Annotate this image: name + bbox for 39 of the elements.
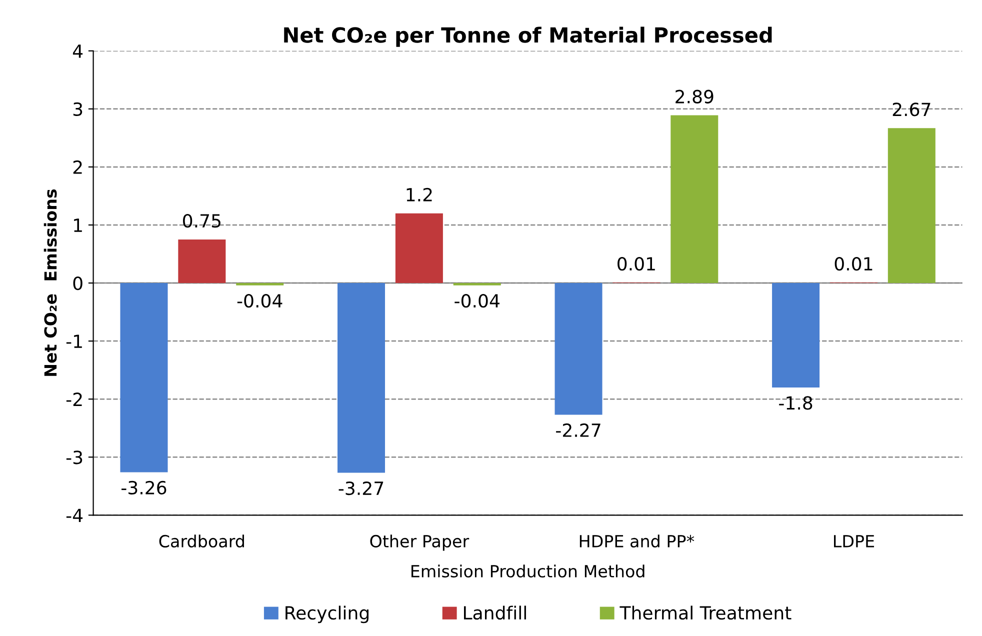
data-label: -1.8 — [779, 396, 812, 410]
data-label: 0.01 — [618, 256, 655, 271]
y-tick-label: 0 — [73, 276, 82, 290]
data-label: 0.75 — [183, 214, 220, 228]
data-label: 1.2 — [406, 188, 432, 202]
y-tick-label: 2 — [73, 160, 82, 174]
data-label: -0.04 — [454, 294, 500, 308]
bar — [338, 283, 386, 473]
data-label: -0.04 — [237, 294, 282, 308]
data-label: 2.67 — [892, 102, 930, 116]
bar — [120, 283, 168, 472]
data-label: -2.27 — [556, 423, 600, 437]
data-label: -3.27 — [338, 481, 384, 496]
bar — [178, 239, 226, 284]
legend-label: Landfill — [464, 606, 526, 620]
data-label: -3.26 — [122, 480, 166, 495]
x-tick-label: Other Paper — [370, 534, 470, 551]
legend-label: Thermal Treatment — [620, 606, 792, 620]
x-tick-label: LDPE — [834, 535, 874, 548]
bar — [888, 128, 936, 284]
data-label: 2.89 — [676, 90, 714, 104]
chart-title: Net CO₂e per Tonne of Material Processed — [284, 26, 772, 47]
x-tick-label: HDPE and PP* — [580, 534, 694, 548]
x-axis-title: Emission Production Method — [412, 564, 644, 578]
y-tick-label: 1 — [74, 218, 82, 232]
y-tick-label: -2 — [66, 392, 82, 406]
bar — [772, 283, 820, 388]
y-tick-label: 3 — [73, 102, 82, 116]
y-tick-label: -4 — [66, 508, 83, 522]
y-tick-label: -1 — [66, 334, 82, 348]
y-axis-title: Net CO₂e Emissions — [44, 189, 57, 376]
x-tick-label: Cardboard — [159, 534, 244, 548]
legend-label: Recycling — [286, 606, 368, 624]
bar — [670, 115, 718, 284]
bar — [395, 213, 443, 284]
y-tick-label: -3 — [66, 450, 82, 464]
data-label: 0.01 — [834, 256, 872, 271]
y-tick-label: 4 — [72, 44, 83, 58]
bar — [554, 283, 602, 415]
